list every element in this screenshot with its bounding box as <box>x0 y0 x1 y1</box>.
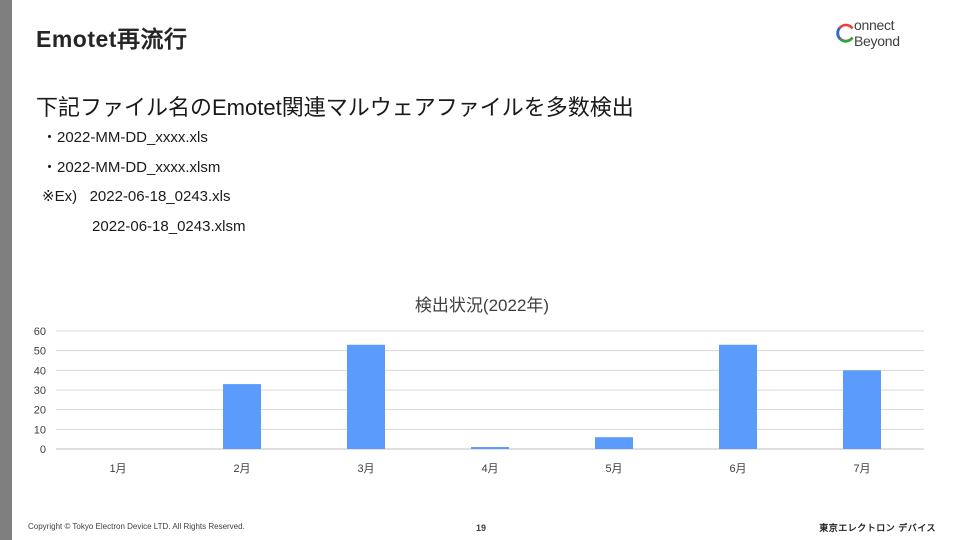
y-tick-label: 50 <box>34 346 46 358</box>
x-tick-label: 5月 <box>605 463 622 475</box>
bar-chart-svg: 検出状況(2022年) 0 10 20 30 40 50 60 1月 2月 3月 4月 5月 6月 7月 <box>34 296 924 475</box>
x-tick-label: 7月 <box>853 463 870 475</box>
y-tick-label: 10 <box>34 424 46 436</box>
chart-title: 検出状況(2022年) <box>415 296 549 315</box>
c-ring-logo-icon <box>836 23 854 43</box>
list-item: 2022-06-18_0243.xlsm <box>42 217 246 235</box>
y-tick-label: 20 <box>34 405 46 417</box>
detection-chart: 検出状況(2022年) 0 10 20 30 40 50 60 1月 2月 3月 4月 5月 6月 7月 <box>0 285 960 485</box>
list-item: ・2022-MM-DD_xxxx.xlsm <box>42 158 221 176</box>
list-item: ・2022-MM-DD_xxxx.xls <box>42 129 208 146</box>
x-tick-label: 1月 <box>109 463 126 475</box>
footer-brand-logo: 東京エレクトロン デバイス <box>819 523 936 533</box>
y-tick-label: 60 <box>34 326 46 338</box>
y-tick-label: 0 <box>40 444 46 456</box>
left-accent-bar <box>0 0 12 540</box>
bar-3 <box>347 344 385 449</box>
x-tick-label: 6月 <box>729 463 746 475</box>
slide-title: Emotet再流行 <box>36 26 188 52</box>
list-item: ※Ex) 2022-06-18_0243.xls <box>42 188 231 205</box>
y-tick-label: 40 <box>34 365 46 377</box>
bar-5 <box>595 437 633 449</box>
bar-7 <box>843 370 881 449</box>
bar-4 <box>471 447 509 449</box>
x-tick-label: 2月 <box>233 463 250 475</box>
bar-6 <box>719 344 757 449</box>
bar-2 <box>223 384 261 449</box>
company-logo: onnect Beyond <box>836 17 936 49</box>
y-tick-label: 30 <box>34 385 46 397</box>
file-name-list: ・2022-MM-DD_xxxx.xls ・2022-MM-DD_xxxx.xl… <box>42 126 245 244</box>
x-tick-label: 3月 <box>357 463 374 475</box>
logo-text: onnect Beyond <box>854 17 900 49</box>
section-heading: 下記ファイル名のEmotet関連マルウェアファイルを多数検出 <box>36 95 634 120</box>
x-tick-label: 4月 <box>481 463 498 475</box>
footer-copyright: Copyright © Tokyo Electron Device LTD. A… <box>28 522 245 531</box>
page-number: 19 <box>476 523 487 533</box>
